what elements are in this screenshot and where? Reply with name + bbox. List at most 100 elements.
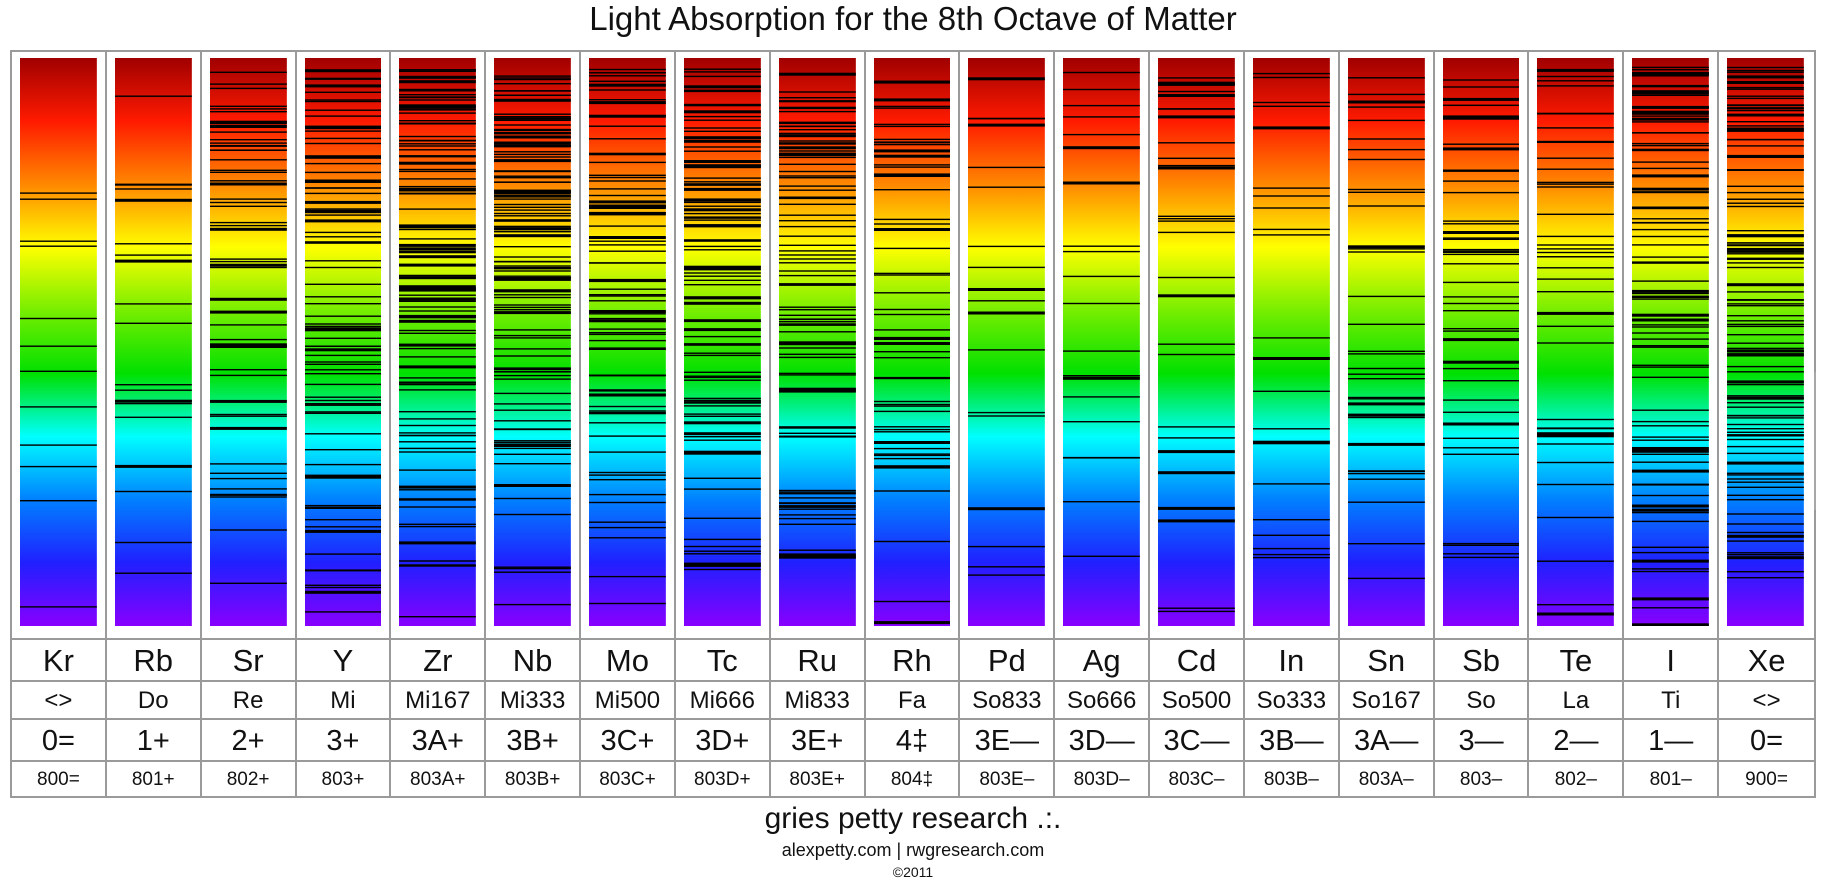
absorption-line: [1727, 257, 1804, 259]
absorption-line: [683, 217, 761, 219]
absorption-line: [1727, 169, 1804, 171]
absorption-line: [778, 321, 856, 323]
absorption-line: [1727, 230, 1804, 232]
absorption-line: [399, 306, 477, 308]
absorption-line: [494, 215, 572, 217]
absorption-line: [683, 405, 761, 407]
absorption-line: [494, 153, 572, 156]
absorption-line: [873, 426, 951, 428]
absorption-line: [399, 143, 477, 145]
absorption-line: [873, 174, 951, 177]
absorption-line: [399, 69, 477, 71]
absorption-line: [1252, 483, 1330, 485]
spectrum-bar: [1158, 58, 1235, 626]
absorption-line: [873, 125, 951, 128]
absorption-line: [399, 155, 477, 157]
absorption-line: [683, 187, 761, 191]
absorption-line: [1537, 311, 1615, 315]
absorption-line: [494, 374, 572, 377]
absorption-line: [114, 541, 192, 544]
absorption-line: [1632, 511, 1710, 514]
absorption-line: [304, 399, 382, 402]
absorption-line: [494, 136, 572, 139]
absorption-line: [683, 451, 761, 455]
absorption-line: [778, 214, 856, 216]
absorption-line: [494, 443, 572, 446]
absorption-line: [114, 188, 192, 190]
absorption-line: [589, 68, 666, 71]
spectrum-bar: [114, 58, 192, 626]
absorption-line: [304, 403, 382, 405]
absorption-line: [1347, 402, 1425, 406]
absorption-line: [1158, 231, 1235, 234]
octave-code: 803D–: [1055, 760, 1149, 798]
absorption-line: [494, 420, 572, 422]
absorption-line: [209, 582, 287, 584]
absorption-line: [778, 491, 856, 493]
absorption-line: [399, 255, 477, 259]
absorption-line: [1727, 247, 1804, 251]
absorption-line: [1158, 450, 1235, 454]
absorption-line: [1442, 191, 1520, 194]
absorption-line: [683, 216, 761, 218]
absorption-line: [399, 145, 477, 147]
absorption-line: [494, 77, 572, 79]
absorption-line: [778, 262, 856, 264]
absorption-line: [399, 226, 477, 229]
absorption-line: [1632, 318, 1710, 322]
absorption-line: [778, 125, 856, 128]
absorption-line: [778, 341, 856, 345]
absorption-line: [1632, 623, 1710, 626]
element-column: Nb Mi333 3B+ 803B+: [486, 52, 582, 796]
absorption-line: [1632, 93, 1710, 95]
absorption-line: [1347, 158, 1425, 161]
absorption-line: [304, 590, 382, 594]
absorption-line: [589, 89, 666, 91]
absorption-line: [1252, 556, 1330, 559]
absorption-line: [1252, 195, 1330, 197]
absorption-line: [873, 410, 951, 413]
absorption-line: [399, 343, 477, 347]
absorption-line: [399, 105, 477, 109]
absorption-line: [683, 208, 761, 212]
absorption-line: [968, 77, 1046, 81]
absorption-line: [1727, 202, 1804, 204]
absorption-line: [1537, 248, 1615, 250]
absorption-line: [1063, 275, 1141, 278]
absorption-line: [683, 249, 761, 251]
absorption-line: [873, 141, 951, 143]
absorption-line: [778, 122, 856, 125]
note-label: Fa: [865, 680, 959, 720]
octave-symbol: 3+: [296, 718, 390, 762]
absorption-line: [1727, 97, 1804, 100]
absorption-line: [1632, 132, 1710, 134]
absorption-line: [209, 266, 287, 269]
absorption-line: [494, 75, 572, 77]
absorption-line: [1347, 350, 1425, 352]
absorption-line: [494, 277, 572, 281]
absorption-line: [1442, 281, 1520, 284]
note-label: <>: [12, 680, 105, 720]
absorption-line: [304, 91, 382, 93]
absorption-line: [1347, 148, 1425, 151]
absorption-line: [589, 240, 666, 242]
absorption-line: [1252, 390, 1330, 392]
absorption-line: [1442, 238, 1520, 240]
absorption-line: [494, 234, 572, 238]
spectrum-bar: [1252, 58, 1330, 626]
absorption-line: [873, 274, 951, 276]
page-title: Light Absorption for the 8th Octave of M…: [589, 0, 1237, 37]
absorption-line: [778, 254, 856, 256]
absorption-line: [304, 569, 382, 571]
absorption-line: [399, 187, 477, 191]
absorption-line: [1727, 253, 1804, 255]
element-symbol: Sb: [1434, 638, 1528, 682]
absorption-line: [683, 488, 761, 490]
absorption-line: [494, 90, 572, 92]
element-column: Pd So833 3E— 803E–: [960, 52, 1056, 796]
absorption-line: [683, 301, 761, 305]
absorption-line: [399, 411, 477, 413]
absorption-line: [1442, 79, 1520, 81]
absorption-line: [1063, 250, 1141, 253]
absorption-line: [494, 368, 572, 370]
